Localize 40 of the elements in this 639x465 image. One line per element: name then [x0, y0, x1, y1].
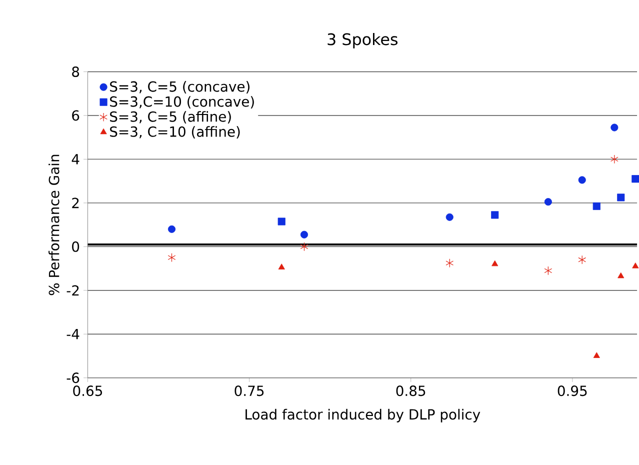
y-axis-title: % Performance Gain [48, 155, 60, 296]
point [544, 266, 552, 276]
point [592, 202, 600, 210]
point [300, 231, 308, 239]
y-tick-label: 4 [72, 154, 80, 164]
y-tick-label: -2 [66, 285, 79, 296]
point [446, 214, 454, 222]
point [610, 124, 618, 132]
point [593, 352, 600, 358]
y-tick-label: 0 [72, 242, 80, 252]
point [300, 242, 308, 252]
point [610, 154, 618, 164]
point [278, 264, 285, 270]
point [578, 256, 586, 264]
y-tick-label: 8 [72, 66, 80, 78]
legend-label: S=3,C=10 (concave) [110, 96, 254, 109]
x-tick-label: 0.85 [396, 386, 426, 396]
point [446, 258, 454, 268]
point [578, 176, 586, 184]
point [278, 218, 286, 226]
legend-label: S=3, C=5 (affine) [110, 111, 231, 124]
point [168, 253, 176, 262]
point [617, 194, 625, 202]
x-axis-title: Load factor induced by DLP policy [246, 409, 480, 423]
point [544, 198, 552, 206]
point [632, 175, 639, 183]
point [168, 226, 176, 234]
y-tick-label: -6 [66, 372, 80, 384]
point [618, 272, 624, 278]
y-tick-label: -4 [66, 329, 80, 340]
y-tick-label: 6 [72, 110, 80, 121]
point [491, 211, 499, 219]
x-tick-label: 0.65 [73, 386, 102, 396]
point [492, 260, 498, 266]
x-tick-label: 0.95 [558, 386, 587, 396]
legend-label: S=3, C=10 (affine) [110, 126, 240, 139]
x-tick-label: 0.75 [234, 386, 264, 396]
chart-title: 3 Spokes [328, 33, 398, 49]
legend-label: S=3, C=5 (concave) [110, 81, 250, 94]
y-tick-label: 2 [72, 198, 79, 208]
